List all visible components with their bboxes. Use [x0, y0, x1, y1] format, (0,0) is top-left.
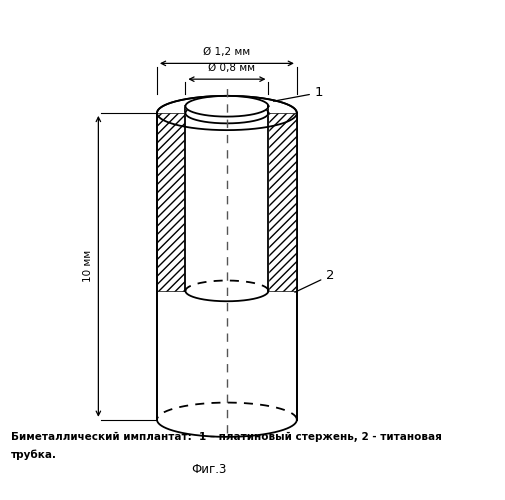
- Polygon shape: [157, 113, 185, 291]
- Text: Фиг.3: Фиг.3: [191, 462, 227, 475]
- Polygon shape: [157, 96, 297, 130]
- Polygon shape: [185, 96, 269, 116]
- Text: Ø 0,8 мм: Ø 0,8 мм: [208, 64, 255, 74]
- Polygon shape: [269, 113, 297, 291]
- Polygon shape: [185, 102, 269, 124]
- Text: Биметаллический имплантат:  1 – платиновый стержень, 2 - титановая: Биметаллический имплантат: 1 – платиновы…: [11, 432, 442, 442]
- Polygon shape: [185, 113, 269, 291]
- Text: 2: 2: [295, 269, 335, 292]
- Text: трубка.: трубка.: [11, 449, 57, 460]
- Text: Ø 1,2 мм: Ø 1,2 мм: [204, 46, 250, 56]
- Polygon shape: [157, 113, 297, 420]
- Text: 1: 1: [273, 86, 323, 101]
- Text: 10 мм: 10 мм: [83, 250, 93, 282]
